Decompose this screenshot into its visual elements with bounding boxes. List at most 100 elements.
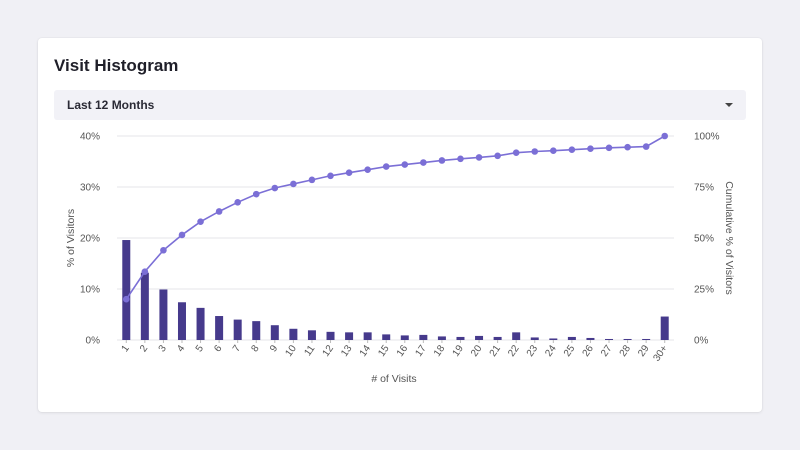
x-tick-label: 17: [413, 343, 429, 359]
x-tick-label: 25: [562, 343, 578, 359]
histogram-bar[interactable]: [345, 332, 354, 340]
histogram-bar[interactable]: [567, 336, 576, 340]
histogram-bar[interactable]: [400, 335, 409, 340]
cumulative-point[interactable]: [661, 132, 669, 140]
x-tick-label: 9: [268, 343, 280, 354]
x-tick-label: 19: [451, 343, 467, 359]
y-tick-label: 0%: [86, 336, 101, 347]
x-axis-title: # of Visits: [371, 373, 416, 385]
grid-lines: [117, 135, 674, 341]
x-tick-label: 11: [302, 343, 317, 358]
x-tick-label: 18: [432, 343, 448, 359]
cumulative-point[interactable]: [494, 152, 501, 160]
x-tick-label: 13: [339, 343, 355, 359]
x-tick-label: 23: [525, 343, 541, 359]
histogram-bar[interactable]: [512, 332, 521, 340]
x-tick-label: 1: [120, 343, 132, 354]
histogram-bar[interactable]: [289, 328, 298, 340]
cumulative-point[interactable]: [531, 148, 539, 155]
cumulative-point[interactable]: [457, 155, 464, 163]
date-range-dropdown[interactable]: Last 12 Months: [54, 90, 746, 120]
y2-tick-label: 0%: [694, 336, 709, 347]
histogram-bar[interactable]: [363, 332, 372, 340]
histogram-bar[interactable]: [605, 338, 614, 340]
x-tick-label: 22: [506, 343, 522, 359]
cumulative-point[interactable]: [642, 143, 650, 150]
bar-series: [122, 240, 669, 340]
y2-tick-label: 100%: [694, 132, 720, 143]
x-tick-label: 4: [175, 343, 187, 354]
histogram-bar[interactable]: [307, 330, 316, 340]
cumulative-point[interactable]: [568, 146, 576, 153]
cumulative-point[interactable]: [178, 231, 186, 239]
cumulative-point[interactable]: [122, 295, 130, 303]
histogram-bar[interactable]: [252, 321, 261, 340]
histogram-bar[interactable]: [382, 334, 391, 340]
x-tick-label: 30+: [651, 343, 670, 363]
x-tick-label: 15: [376, 343, 392, 359]
histogram-bar[interactable]: [549, 338, 558, 340]
x-tick-label: 24: [543, 343, 559, 359]
cumulative-point[interactable]: [364, 166, 371, 173]
histogram-bar[interactable]: [530, 337, 539, 340]
cumulative-point[interactable]: [438, 157, 446, 164]
histogram-bar[interactable]: [586, 337, 595, 340]
histogram-bar[interactable]: [215, 316, 224, 340]
histogram-bar[interactable]: [122, 240, 131, 340]
histogram-card: Visit Histogram Last 12 Months 0% 10% 20% 3…: [38, 38, 762, 412]
x-tick-label: 26: [581, 343, 597, 359]
x-tick-label: 28: [618, 343, 634, 359]
cumulative-line-series: [122, 132, 669, 303]
y-tick-label: 40%: [80, 132, 100, 143]
histogram-bar[interactable]: [642, 338, 651, 340]
cumulative-line: [125, 135, 666, 300]
cumulative-point[interactable]: [234, 199, 241, 206]
y-tick-label: 30%: [80, 183, 100, 194]
histogram-bar[interactable]: [177, 302, 186, 340]
histogram-bar[interactable]: [437, 336, 446, 340]
x-tick-label: 2: [138, 343, 150, 354]
histogram-bar[interactable]: [419, 334, 428, 340]
histogram-bar[interactable]: [233, 319, 242, 340]
histogram-bar[interactable]: [140, 272, 149, 340]
y2-axis-title: Cumulative % of Visitors: [723, 181, 735, 295]
cumulative-point[interactable]: [308, 176, 316, 184]
cumulative-point[interactable]: [141, 268, 149, 275]
y2-tick-label: 50%: [694, 234, 714, 245]
cumulative-point[interactable]: [345, 169, 353, 177]
cumulative-point[interactable]: [401, 161, 409, 168]
cumulative-point[interactable]: [624, 143, 631, 151]
cumulative-point[interactable]: [605, 144, 613, 152]
axis-ticks: 0%10%20%30%40%0%25%50%75%100%1 2 3 4 5 6 7 8 9 10…: [80, 132, 720, 364]
histogram-bar[interactable]: [456, 336, 465, 340]
x-tick-label: 6: [212, 343, 224, 354]
histogram-bar[interactable]: [196, 307, 205, 340]
x-tick-label: 20: [469, 343, 485, 359]
cumulative-point[interactable]: [271, 184, 279, 192]
cumulative-point[interactable]: [290, 180, 297, 188]
y-tick-label: 20%: [80, 234, 100, 245]
cumulative-point[interactable]: [252, 190, 260, 198]
cumulative-point[interactable]: [587, 145, 594, 152]
histogram-bar[interactable]: [270, 325, 279, 340]
y2-tick-label: 75%: [694, 183, 714, 194]
cumulative-point[interactable]: [327, 172, 334, 180]
histogram-bar[interactable]: [493, 336, 502, 340]
caret-down-icon[interactable]: [725, 103, 733, 107]
cumulative-point[interactable]: [197, 218, 204, 225]
cumulative-point[interactable]: [420, 159, 427, 166]
cumulative-point[interactable]: [550, 147, 557, 154]
cumulative-point[interactable]: [160, 246, 167, 254]
y-tick-label: 10%: [80, 285, 100, 296]
histogram-bar[interactable]: [660, 316, 669, 340]
histogram-bar[interactable]: [623, 338, 632, 340]
histogram-bar[interactable]: [326, 331, 335, 340]
histogram-bar[interactable]: [475, 335, 484, 340]
visit-histogram-chart: 0%10%20%30%40%0%25%50%75%100%1 2 3 4 5 6 7 8 9 10…: [65, 132, 735, 386]
histogram-bar[interactable]: [159, 289, 168, 340]
x-tick-label: 16: [395, 343, 411, 359]
cumulative-point[interactable]: [512, 149, 520, 157]
cumulative-point[interactable]: [475, 154, 483, 161]
cumulative-point[interactable]: [215, 208, 223, 215]
cumulative-point[interactable]: [382, 163, 390, 170]
